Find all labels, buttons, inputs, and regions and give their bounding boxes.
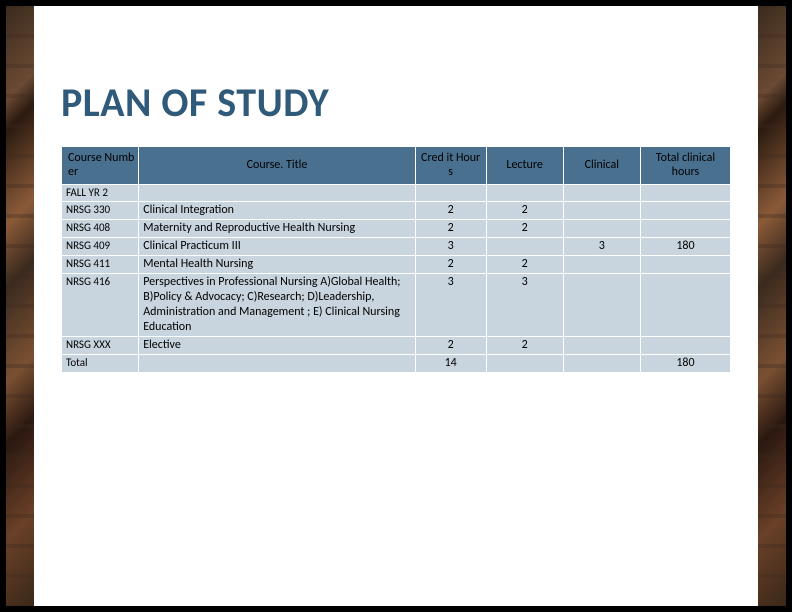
table-header-row: Course Numb er Course. Title Cred it Hou… — [62, 147, 731, 185]
cell-clinical — [563, 273, 640, 336]
cell-total — [640, 273, 730, 336]
cell-course-number: NRSG 330 — [62, 201, 139, 219]
cell-lecture: 2 — [486, 219, 563, 237]
cell-credit: 2 — [415, 336, 486, 354]
cell-course-number: NRSG 411 — [62, 255, 139, 273]
col-header-number: Course Numb er — [62, 147, 139, 185]
cell-total: 180 — [640, 237, 730, 255]
cell-empty — [563, 184, 640, 201]
decor-brick-left — [6, 6, 34, 606]
cell-clinical — [563, 219, 640, 237]
cell-total — [640, 336, 730, 354]
cell-empty — [139, 184, 416, 201]
cell-course-title: Perspectives in Professional Nursing A)G… — [139, 273, 416, 336]
cell-empty — [139, 354, 416, 372]
table-row: NRSG XXX Elective 2 2 — [62, 336, 731, 354]
page-title: PLAN OF STUDY — [61, 78, 329, 127]
cell-lecture — [486, 237, 563, 255]
cell-total-hours: 180 — [640, 354, 730, 372]
table-row: NRSG 409 Clinical Practicum III 3 3 180 — [62, 237, 731, 255]
cell-total — [640, 201, 730, 219]
cell-course-number: NRSG XXX — [62, 336, 139, 354]
cell-lecture: 2 — [486, 336, 563, 354]
cell-total — [640, 255, 730, 273]
study-plan-table: Course Numb er Course. Title Cred it Hou… — [61, 146, 731, 373]
table-row: NRSG 416 Perspectives in Professional Nu… — [62, 273, 731, 336]
table-row: NRSG 408 Maternity and Reproductive Heal… — [62, 219, 731, 237]
cell-course-title: Maternity and Reproductive Health Nursin… — [139, 219, 416, 237]
table: Course Numb er Course. Title Cred it Hou… — [61, 146, 731, 373]
cell-empty — [563, 354, 640, 372]
cell-lecture: 2 — [486, 255, 563, 273]
cell-course-number: NRSG 409 — [62, 237, 139, 255]
cell-clinical — [563, 255, 640, 273]
cell-course-title: Mental Health Nursing — [139, 255, 416, 273]
cell-clinical: 3 — [563, 237, 640, 255]
cell-total — [640, 219, 730, 237]
cell-lecture: 2 — [486, 201, 563, 219]
cell-credit: 3 — [415, 237, 486, 255]
cell-empty — [415, 184, 486, 201]
col-header-clinical: Clinical — [563, 147, 640, 185]
cell-empty — [486, 354, 563, 372]
cell-empty — [486, 184, 563, 201]
col-header-credit: Cred it Hour s — [415, 147, 486, 185]
cell-total-label: Total — [62, 354, 139, 372]
table-body: FALL YR 2 NRSG 330 Clinical Integration … — [62, 184, 731, 372]
section-row: FALL YR 2 — [62, 184, 731, 201]
cell-clinical — [563, 201, 640, 219]
cell-course-number: NRSG 416 — [62, 273, 139, 336]
decor-brick-right — [758, 6, 786, 606]
cell-credit: 2 — [415, 201, 486, 219]
cell-course-number: NRSG 408 — [62, 219, 139, 237]
cell-credit: 2 — [415, 219, 486, 237]
slide: PLAN OF STUDY Course Numb er Course. Tit… — [6, 6, 786, 606]
table-row: NRSG 330 Clinical Integration 2 2 — [62, 201, 731, 219]
col-header-title: Course. Title — [139, 147, 416, 185]
cell-course-title: Clinical Practicum III — [139, 237, 416, 255]
section-label: FALL YR 2 — [62, 184, 139, 201]
cell-total-credit: 14 — [415, 354, 486, 372]
col-header-lecture: Lecture — [486, 147, 563, 185]
cell-lecture: 3 — [486, 273, 563, 336]
cell-credit: 3 — [415, 273, 486, 336]
cell-credit: 2 — [415, 255, 486, 273]
col-header-total: Total clinical hours — [640, 147, 730, 185]
cell-clinical — [563, 336, 640, 354]
cell-course-title: Clinical Integration — [139, 201, 416, 219]
cell-empty — [640, 184, 730, 201]
table-row: NRSG 411 Mental Health Nursing 2 2 — [62, 255, 731, 273]
cell-course-title: Elective — [139, 336, 416, 354]
table-total-row: Total 14 180 — [62, 354, 731, 372]
